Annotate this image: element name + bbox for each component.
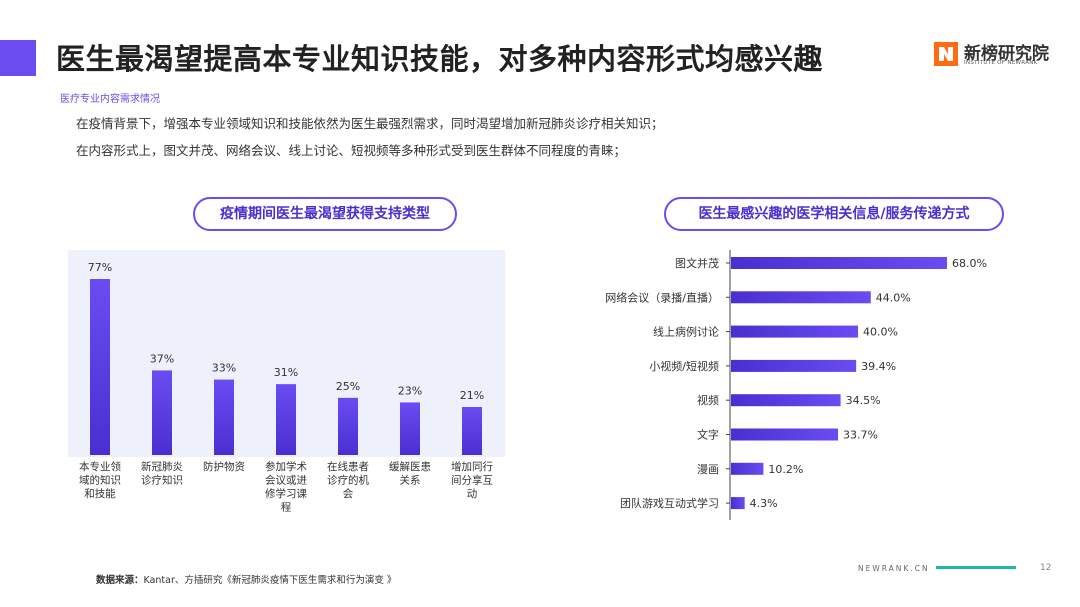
accent-bar bbox=[0, 40, 36, 76]
category-label-1-line-2: 域的知识 bbox=[79, 474, 121, 487]
hbar-category-6: 文字 bbox=[697, 428, 719, 442]
hbar-category-5: 视频 bbox=[697, 393, 719, 407]
bar-value-label-5: 25% bbox=[336, 380, 360, 393]
section-subtitle: 医疗专业内容需求情况 bbox=[60, 94, 160, 105]
bar-value-label-4: 31% bbox=[274, 366, 298, 379]
category-label-4-line-1: 参加学术 bbox=[265, 460, 307, 473]
hbar-value-label-4: 39.4% bbox=[861, 360, 896, 373]
data-source: 数据来源：Kantar、方插研究《新冠肺炎疫情下医生需求和行为演变 》 bbox=[96, 572, 396, 586]
hbar-value-label-8: 4.3% bbox=[750, 497, 778, 510]
category-label-5-line-1: 在线患者 bbox=[327, 460, 369, 473]
category-label-1-line-1: 本专业领 bbox=[79, 460, 121, 473]
hbar-category-4: 小视频/短视频 bbox=[649, 359, 719, 373]
hbar-value-label-2: 44.0% bbox=[876, 291, 911, 304]
category-label-7-line-3: 动 bbox=[467, 488, 478, 500]
bar-value-label-2: 37% bbox=[150, 352, 174, 365]
category-label-7-line-2: 间分享互 bbox=[451, 474, 493, 487]
hbar-value-label-5: 34.5% bbox=[846, 394, 881, 407]
logo: 新榜研究院 INSTITUTE OF NEWRANK bbox=[934, 40, 1054, 72]
category-label-6-line-2: 关系 bbox=[400, 474, 421, 487]
footer-url: NEWRANK.CN bbox=[858, 564, 930, 573]
left-chart-title: 疫情期间医生最渴望获得支持类型 bbox=[193, 197, 457, 231]
bar-3 bbox=[214, 379, 234, 455]
category-label-5-line-2: 诊疗的机 bbox=[327, 474, 369, 487]
hbar-7 bbox=[731, 462, 764, 475]
bar-5 bbox=[338, 397, 358, 455]
hbar-5 bbox=[731, 394, 841, 407]
hbar-category-3: 线上病例讨论 bbox=[653, 325, 719, 339]
logo-subtitle: INSTITUTE OF NEWRANK bbox=[964, 60, 1038, 66]
category-label-2-line-1: 新冠肺炎 bbox=[141, 460, 183, 473]
hbar-8 bbox=[731, 497, 745, 510]
data-source-label: 数据来源： bbox=[96, 575, 144, 586]
hbar-category-1: 图文并茂 bbox=[675, 256, 719, 270]
bar-value-label-6: 23% bbox=[398, 384, 422, 397]
hbar-2 bbox=[731, 291, 871, 304]
footer-line bbox=[936, 566, 1016, 569]
description-line-1: 在疫情背景下，增强本专业领域知识和技能依然为医生最强烈需求，同时渴望增加新冠肺炎… bbox=[76, 116, 664, 131]
hbar-6 bbox=[731, 428, 839, 441]
category-label-4-line-4: 程 bbox=[281, 502, 292, 514]
bar-2 bbox=[152, 370, 172, 455]
bar-6 bbox=[400, 402, 420, 455]
description-line-2: 在内容形式上，图文并茂、网络会议、线上讨论、短视频等多种形式受到医生群体不同程度… bbox=[76, 143, 627, 158]
hbar-3 bbox=[731, 325, 859, 338]
category-label-6-line-1: 缓解医患 bbox=[389, 460, 431, 473]
category-label-4-line-2: 会议或进 bbox=[265, 474, 307, 487]
bar-1 bbox=[90, 279, 110, 455]
newrank-logo-icon bbox=[934, 42, 958, 66]
bar-value-label-1: 77% bbox=[88, 261, 112, 274]
right-chart-title: 医生最感兴趣的医学相关信息/服务传递方式 bbox=[664, 197, 1004, 231]
hbar-value-label-3: 40.0% bbox=[863, 326, 898, 339]
hbar-category-7: 漫画 bbox=[697, 462, 719, 476]
category-label-7-line-1: 增加同行 bbox=[451, 460, 493, 473]
bar-value-label-7: 21% bbox=[460, 389, 484, 402]
page-title: 医生最渴望提高本专业知识技能，对多种内容形式均感兴趣 bbox=[56, 42, 824, 76]
bar-value-label-3: 33% bbox=[212, 362, 236, 375]
category-label-5-line-3: 会 bbox=[343, 487, 354, 500]
bar-7 bbox=[462, 407, 482, 455]
hbar-value-label-7: 10.2% bbox=[768, 463, 803, 476]
page-number: 12 bbox=[1040, 563, 1052, 573]
hbar-category-2: 网络会议（录播/直播） bbox=[605, 290, 719, 304]
bar-4 bbox=[276, 384, 296, 455]
category-label-2-line-2: 诊疗知识 bbox=[141, 474, 183, 487]
hbar-value-label-6: 33.7% bbox=[843, 429, 878, 442]
category-label-1-line-3: 和技能 bbox=[84, 487, 116, 500]
category-label-3-line-1: 防护物资 bbox=[203, 460, 245, 473]
hbar-value-label-1: 68.0% bbox=[952, 257, 987, 270]
category-label-4-line-3: 修学习课 bbox=[265, 487, 307, 500]
hbar-4 bbox=[731, 359, 857, 372]
logo-name: 新榜研究院 bbox=[964, 44, 1049, 64]
hbar-category-8: 团队游戏互动式学习 bbox=[620, 496, 719, 510]
data-source-text: Kantar、方插研究《新冠肺炎疫情下医生需求和行为演变 》 bbox=[143, 575, 397, 586]
hbar-1 bbox=[731, 257, 947, 269]
